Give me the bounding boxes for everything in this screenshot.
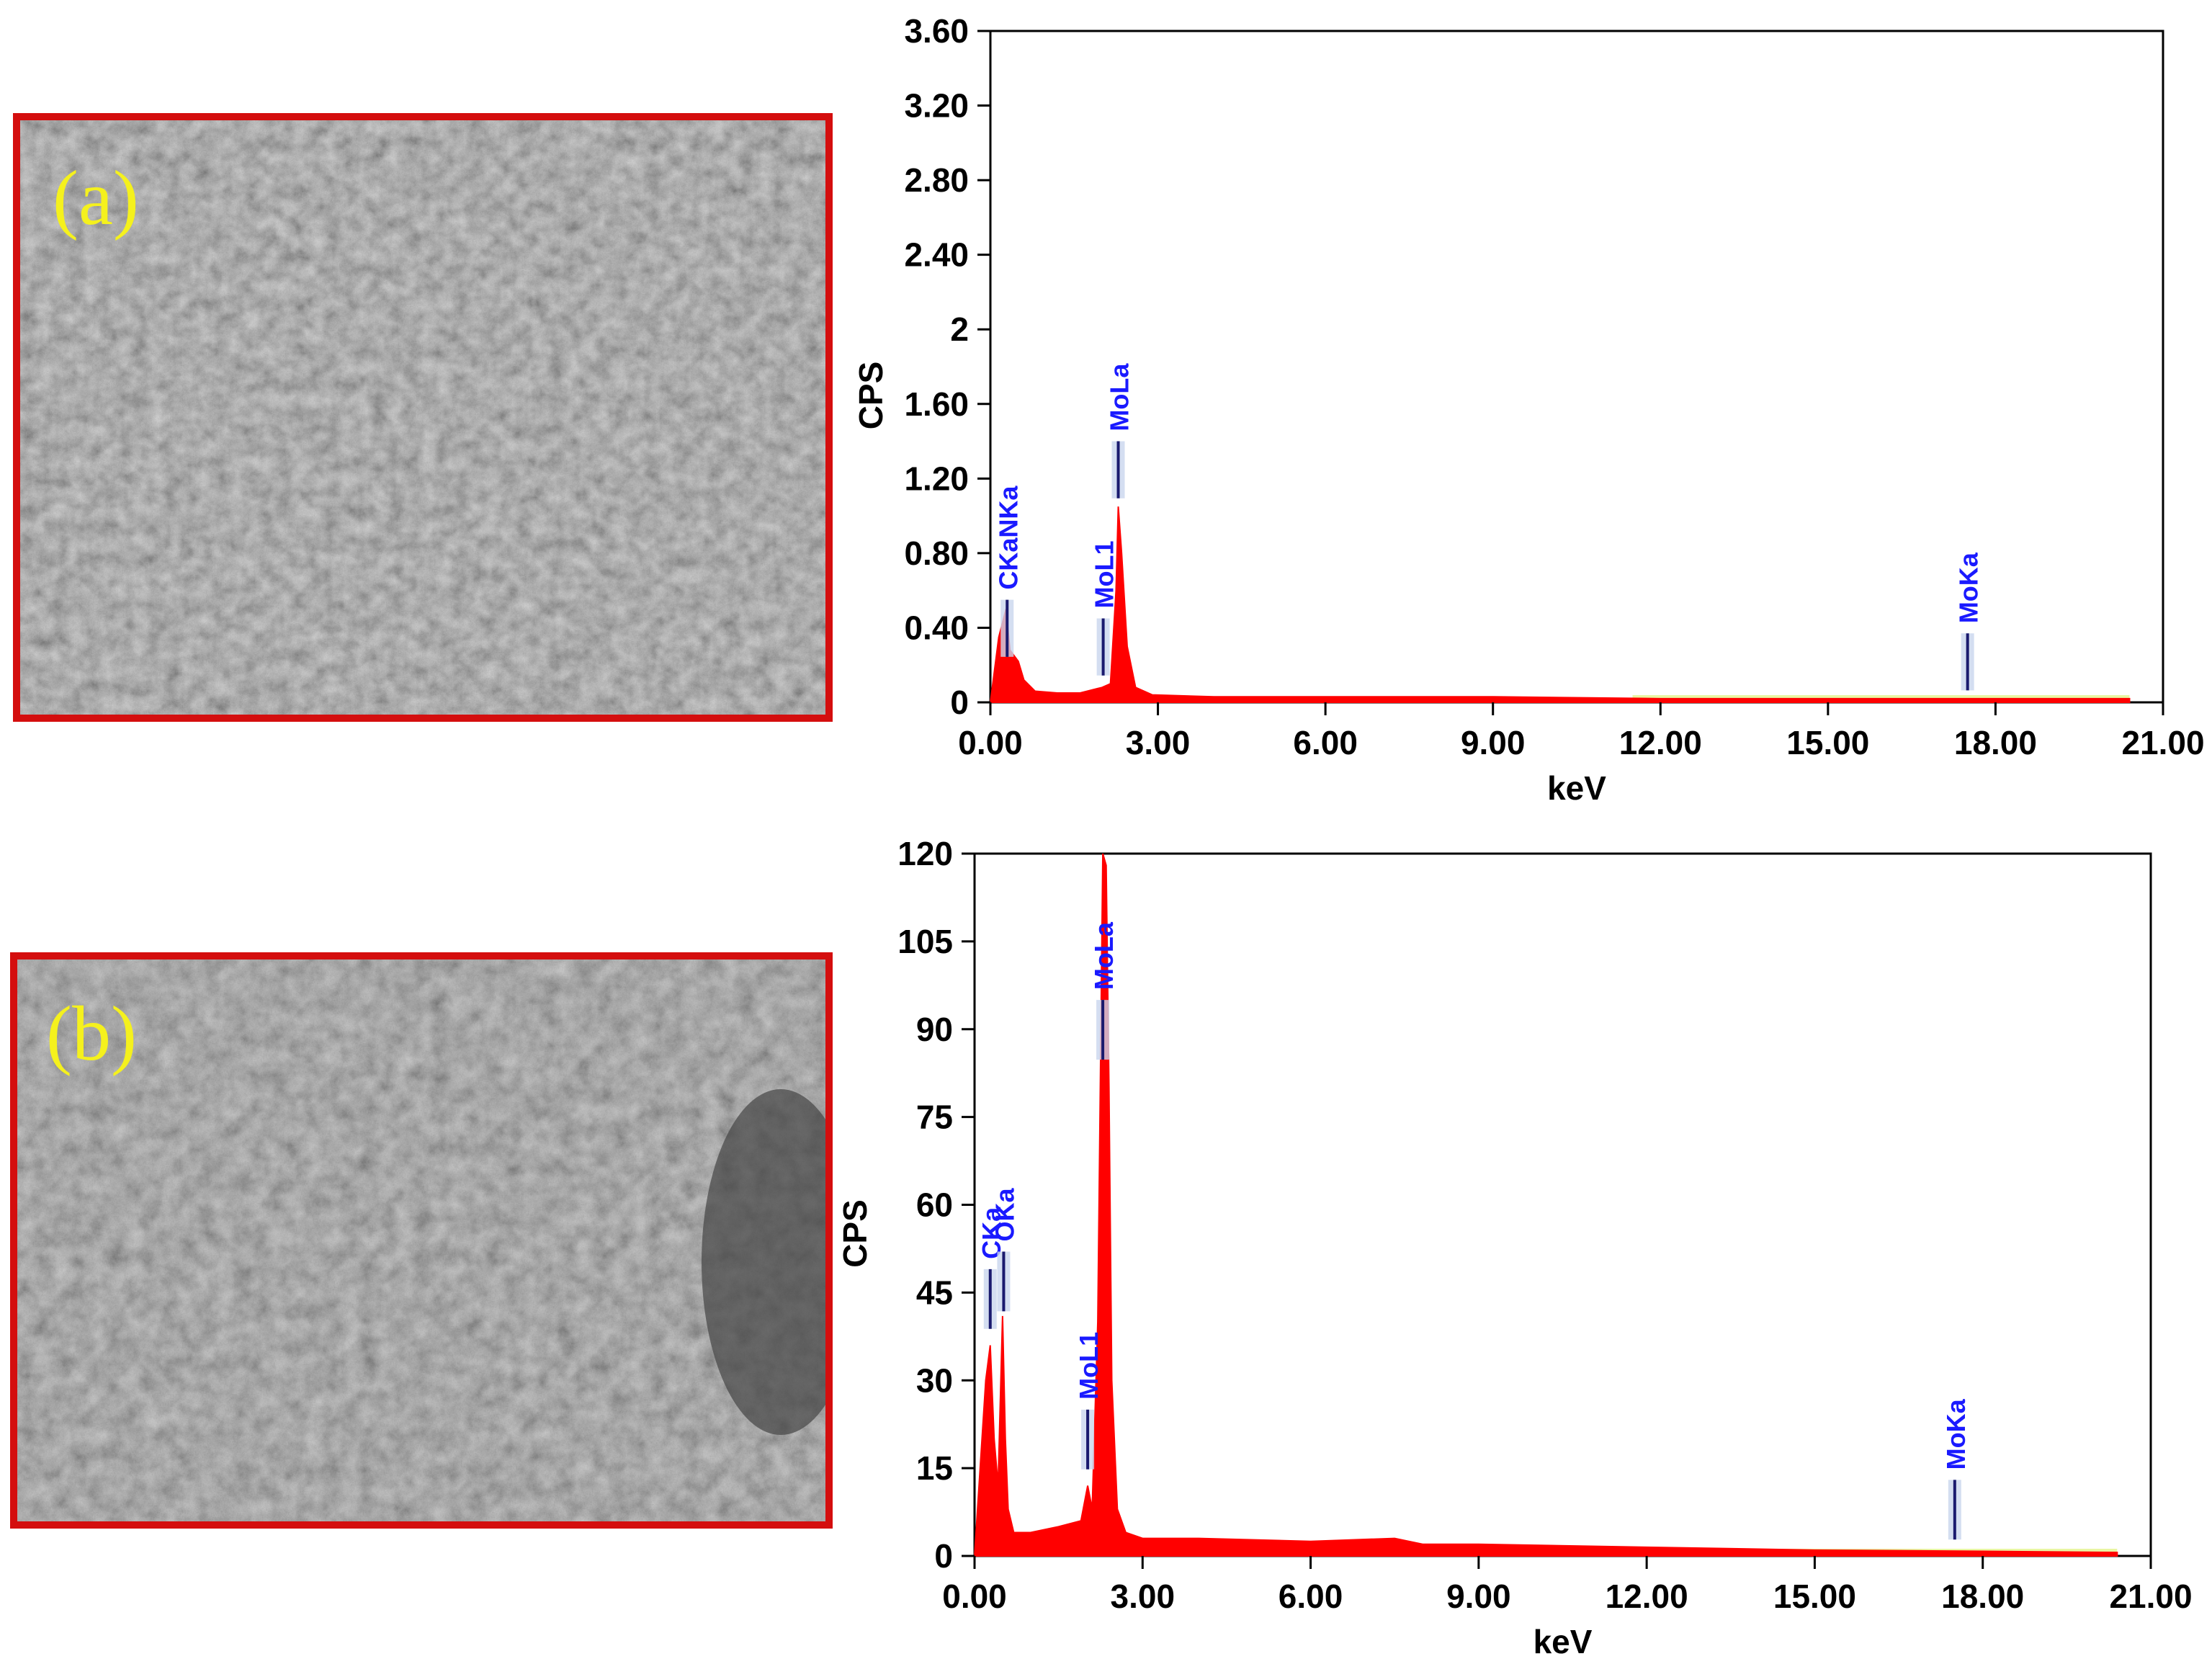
x-axis-title: keV bbox=[1533, 1623, 1593, 1660]
peak-label: MoKa bbox=[1941, 1398, 1971, 1470]
y-tick-label: 0.80 bbox=[904, 534, 969, 572]
x-tick-label: 21.00 bbox=[2109, 1578, 2192, 1615]
y-axis-title: CPS bbox=[852, 362, 890, 430]
y-tick-label: 2 bbox=[950, 310, 969, 348]
eds-spectrum-b: 0 15 30 45 60 75 90 105 120 0.00 3.00 6.00 9.00 12.00… bbox=[836, 835, 2193, 1660]
eds-spectrum-a: 0 0.40 0.80 1.20 1.60 2 2.40 2.80 3.20 3.60 0.00 3.… bbox=[852, 12, 2205, 807]
y-tick-label: 45 bbox=[916, 1274, 953, 1311]
sem-texture-a bbox=[20, 120, 825, 715]
x-tick-label: 3.00 bbox=[1126, 724, 1191, 761]
plot-frame bbox=[989, 30, 2164, 704]
x-tick-label: 9.00 bbox=[1461, 724, 1526, 761]
y-tick-label: 1.20 bbox=[904, 460, 969, 497]
y-tick-label: 75 bbox=[916, 1099, 953, 1136]
peak-label: MoLa bbox=[1089, 921, 1119, 990]
x-tick-label: 0.00 bbox=[958, 724, 1023, 761]
y-tick-label: 105 bbox=[897, 923, 953, 960]
panel-label-b: (b) bbox=[46, 991, 137, 1077]
y-tick-label: 2.80 bbox=[904, 161, 969, 199]
spectrum-area bbox=[973, 853, 2118, 1557]
x-tick-label: 6.00 bbox=[1279, 1578, 1343, 1615]
sem-image-b: (b) bbox=[10, 952, 833, 1529]
x-tick-label: 15.00 bbox=[1786, 724, 1869, 761]
y-axis-title: CPS bbox=[836, 1199, 874, 1268]
peak-label: CKa bbox=[977, 1207, 1006, 1259]
spectrum-area bbox=[989, 506, 2131, 703]
plot-frame bbox=[973, 852, 2152, 1557]
x-tick-label: 18.00 bbox=[1941, 1578, 2024, 1615]
x-tick-label: 6.00 bbox=[1293, 724, 1358, 761]
peak-label: MoL1 bbox=[1090, 541, 1119, 609]
y-tick-label: 120 bbox=[897, 835, 953, 872]
peak-label: MoLa bbox=[1105, 363, 1134, 431]
y-tick-label: 0 bbox=[950, 684, 969, 721]
x-tick-label: 12.00 bbox=[1606, 1578, 1688, 1615]
y-tick-label: 90 bbox=[916, 1011, 953, 1048]
sem-image-a: (a) bbox=[13, 113, 833, 722]
y-tick-label: 0 bbox=[934, 1537, 953, 1575]
y-tick-label: 60 bbox=[916, 1186, 953, 1224]
x-tick-label: 3.00 bbox=[1111, 1578, 1176, 1615]
peak-label: MoL1 bbox=[1074, 1332, 1103, 1400]
x-tick-label: 9.00 bbox=[1446, 1578, 1511, 1615]
y-tick-label: 2.40 bbox=[904, 236, 969, 274]
y-tick-label: 30 bbox=[916, 1361, 953, 1399]
y-tick-label: 15 bbox=[916, 1449, 953, 1487]
peak-label: CKaNKa bbox=[993, 486, 1023, 590]
x-axis-title: keV bbox=[1547, 769, 1606, 807]
x-tick-label: 0.00 bbox=[942, 1578, 1007, 1615]
x-tick-label: 15.00 bbox=[1773, 1578, 1856, 1615]
y-tick-label: 3.60 bbox=[904, 12, 969, 50]
x-tick-label: 18.00 bbox=[1954, 724, 2037, 761]
peak-label: MoKa bbox=[1954, 552, 1984, 623]
y-tick-label: 0.40 bbox=[904, 609, 969, 646]
panel-label-a: (a) bbox=[53, 156, 139, 241]
peak-label: OKa bbox=[990, 1188, 1019, 1242]
x-tick-label: 21.00 bbox=[2121, 724, 2204, 761]
sem-texture-b bbox=[17, 960, 825, 1521]
y-tick-label: 3.20 bbox=[904, 87, 969, 125]
x-tick-label: 12.00 bbox=[1619, 724, 1702, 761]
y-tick-label: 1.60 bbox=[904, 385, 969, 423]
